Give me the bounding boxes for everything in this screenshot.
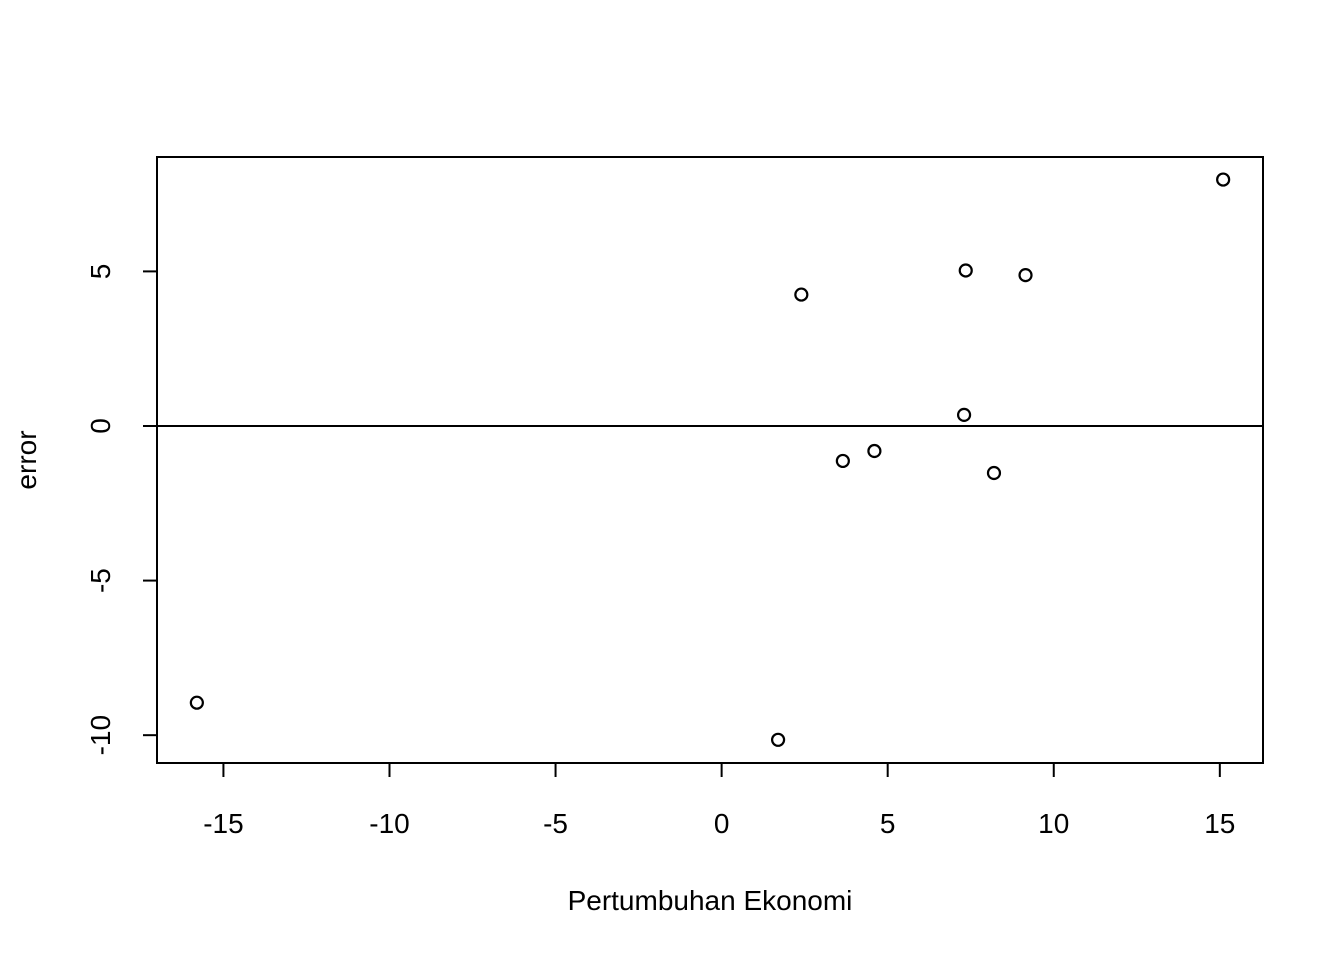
data-points	[189, 172, 1231, 747]
y-tick-label: -10	[85, 715, 116, 755]
data-point	[958, 263, 973, 278]
data-point	[189, 695, 204, 710]
x-tick-label: -15	[203, 808, 243, 839]
y-axis: -10 -5 0 5	[85, 264, 158, 755]
data-point	[770, 732, 786, 747]
x-tick-label: -10	[369, 808, 409, 839]
x-tick-label: 0	[714, 808, 730, 839]
y-axis-title: error	[11, 430, 42, 489]
x-tick-label: 5	[880, 808, 896, 839]
data-point	[867, 443, 882, 459]
x-tick-label: -5	[543, 808, 568, 839]
data-point	[986, 465, 1002, 481]
x-axis-title: Pertumbuhan Ekonomi	[568, 885, 853, 916]
data-point	[1216, 172, 1231, 187]
data-point	[794, 287, 809, 302]
x-tick-label: 10	[1038, 808, 1069, 839]
plot-box	[156, 156, 1264, 764]
y-tick-label: -5	[85, 568, 116, 593]
y-tick-label: 5	[85, 264, 116, 280]
x-tick-label: 15	[1204, 808, 1235, 839]
data-point	[1018, 268, 1033, 283]
x-axis: -15 -10 -5 0 5 10 15	[203, 762, 1235, 839]
data-point	[835, 453, 850, 469]
data-point	[956, 407, 972, 422]
y-tick-label: 0	[85, 418, 116, 434]
